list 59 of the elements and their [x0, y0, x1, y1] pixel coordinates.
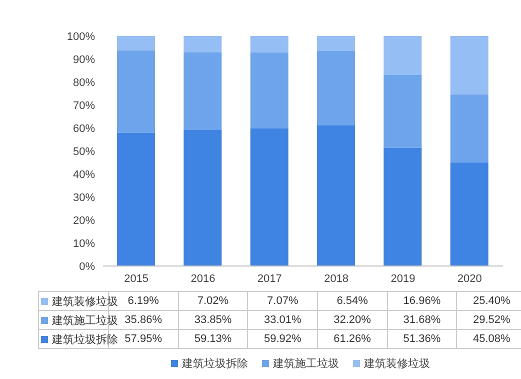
data-label: 6.54%	[317, 292, 388, 310]
y-tick-label: 50%	[72, 146, 96, 158]
y-tick-label: 20%	[72, 214, 96, 227]
y-tick-label: 90%	[72, 54, 96, 66]
bar	[117, 50, 155, 133]
y-tick-label: 0%	[79, 260, 96, 273]
bar	[450, 94, 488, 162]
x-tick-label: 2017	[257, 272, 282, 285]
bar	[184, 130, 222, 266]
bar	[184, 52, 222, 130]
x-tick-label: 2018	[324, 272, 349, 285]
bar	[250, 128, 288, 266]
data-label: 7.02%	[178, 292, 248, 310]
data-label: 6.19%	[128, 295, 159, 307]
y-tick-label: 70%	[72, 100, 96, 112]
y-tick-label: 40%	[72, 168, 96, 181]
y-tick-label: 10%	[72, 238, 96, 250]
x-tick-label: 2016	[190, 272, 216, 285]
bar	[317, 51, 355, 126]
data-label: 51.36%	[387, 330, 457, 348]
legend-label: 建筑垃圾拆除	[51, 332, 118, 348]
data-label: 29.52%	[456, 310, 521, 330]
bar	[384, 75, 422, 148]
bar	[184, 36, 222, 52]
data-label: 33.85%	[178, 310, 248, 330]
bar	[450, 36, 488, 94]
bar	[117, 36, 155, 50]
legend-label: 建筑施工垃圾	[51, 314, 118, 328]
data-label: 32.20%	[317, 310, 388, 330]
text: 建筑垃圾拆除	[182, 358, 248, 370]
x-tick-label: 2015	[124, 272, 149, 285]
data-label: 59.92%	[248, 330, 318, 348]
y-tick-label: 60%	[72, 122, 96, 135]
data-label: 31.68%	[387, 310, 457, 330]
bar	[317, 36, 355, 52]
x-tick-label: 2019	[390, 272, 416, 285]
text: 建筑装修垃圾	[364, 358, 430, 370]
y-tick-label: 30%	[72, 192, 96, 204]
y-tick-label: 100%	[66, 30, 96, 43]
data-label: 16.96%	[387, 292, 457, 310]
data-label: 35.86%	[124, 314, 162, 326]
text: 建筑施工垃圾	[273, 358, 339, 370]
data-label: 25.40%	[456, 292, 521, 310]
legend-label: 建筑装修垃圾	[51, 294, 118, 310]
bar	[317, 125, 355, 266]
data-label: 7.07%	[248, 292, 318, 310]
data-label: 33.01%	[248, 310, 318, 330]
x-tick-label: 2020	[457, 272, 482, 285]
bar	[250, 52, 288, 128]
bar	[250, 36, 288, 52]
y-tick-label: 80%	[72, 76, 96, 89]
bar	[384, 148, 422, 266]
data-label: 61.26%	[317, 330, 388, 348]
bar	[384, 36, 422, 76]
bar	[117, 132, 155, 266]
data-label: 57.95%	[124, 333, 162, 345]
bar	[450, 162, 488, 266]
data-label: 45.08%	[456, 330, 521, 348]
data-label: 59.13%	[178, 330, 248, 348]
